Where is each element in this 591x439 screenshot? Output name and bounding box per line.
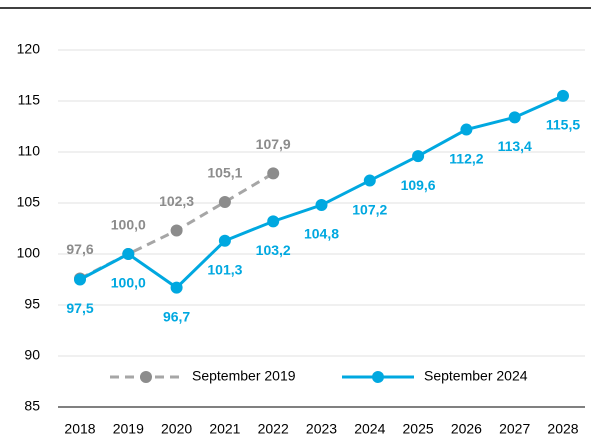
y-tick-label: 105 <box>17 194 41 210</box>
data-point <box>267 167 280 180</box>
y-tick-label: 110 <box>18 143 41 159</box>
data-label: 103,2 <box>256 242 291 258</box>
x-tick-label: 2021 <box>209 421 240 437</box>
data-point <box>363 174 376 187</box>
data-label: 101,3 <box>207 261 242 277</box>
x-tick-label: 2026 <box>451 421 482 437</box>
data-point <box>267 215 280 228</box>
data-label: 107,9 <box>256 136 291 152</box>
data-label: 105,1 <box>207 165 242 181</box>
data-label: 100,0 <box>111 275 146 291</box>
data-label: 104,8 <box>304 226 339 242</box>
data-label: 100,0 <box>111 217 146 233</box>
data-label: 112,2 <box>449 150 483 166</box>
data-point <box>218 234 231 247</box>
data-label: 102,3 <box>159 193 194 209</box>
y-tick-label: 115 <box>18 92 41 108</box>
y-tick-label: 95 <box>24 296 40 312</box>
legend-marker <box>372 371 384 383</box>
data-point <box>218 195 231 208</box>
series-line <box>79 94 564 290</box>
data-label: 109,6 <box>401 177 436 193</box>
y-tick-label: 100 <box>17 245 41 261</box>
legend-marker <box>140 371 152 383</box>
x-tick-label: 2028 <box>547 421 578 437</box>
x-tick-label: 2022 <box>258 421 289 437</box>
x-tick-label: 2027 <box>499 421 530 437</box>
data-point <box>170 224 183 237</box>
data-label: 115,5 <box>546 117 580 133</box>
data-point <box>412 150 425 163</box>
data-point <box>74 273 86 286</box>
data-point <box>557 89 569 102</box>
x-tick-label: 2019 <box>113 421 144 437</box>
data-label: 113,4 <box>498 138 532 154</box>
x-tick-label: 2024 <box>354 421 385 437</box>
data-label: 107,2 <box>352 201 387 217</box>
data-label: 96,7 <box>163 308 190 324</box>
y-tick-label: 120 <box>17 41 41 57</box>
data-label: 97,5 <box>66 300 93 316</box>
x-tick-label: 2023 <box>306 421 337 437</box>
legend-label: September 2024 <box>424 368 528 384</box>
x-tick-label: 2020 <box>161 421 192 437</box>
x-tick-label: 2018 <box>64 421 95 437</box>
data-point <box>315 199 328 212</box>
data-point <box>122 248 135 260</box>
x-tick-label: 2025 <box>403 421 434 437</box>
data-point <box>508 111 521 124</box>
data-point <box>170 281 183 294</box>
legend-label: September 2019 <box>192 368 296 384</box>
data-label: 97,6 <box>66 241 93 257</box>
y-tick-label: 90 <box>24 347 40 363</box>
data-point <box>460 123 473 136</box>
y-tick-label: 85 <box>24 398 40 414</box>
